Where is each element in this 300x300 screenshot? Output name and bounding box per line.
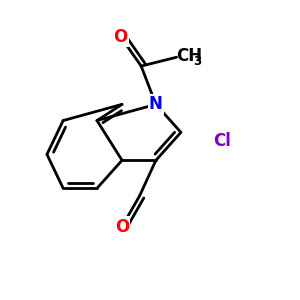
Text: O: O — [115, 218, 129, 236]
Text: Cl: Cl — [213, 132, 231, 150]
Text: CH: CH — [176, 47, 202, 65]
Text: 3: 3 — [193, 55, 201, 68]
Text: N: N — [149, 95, 163, 113]
Text: O: O — [113, 28, 128, 46]
